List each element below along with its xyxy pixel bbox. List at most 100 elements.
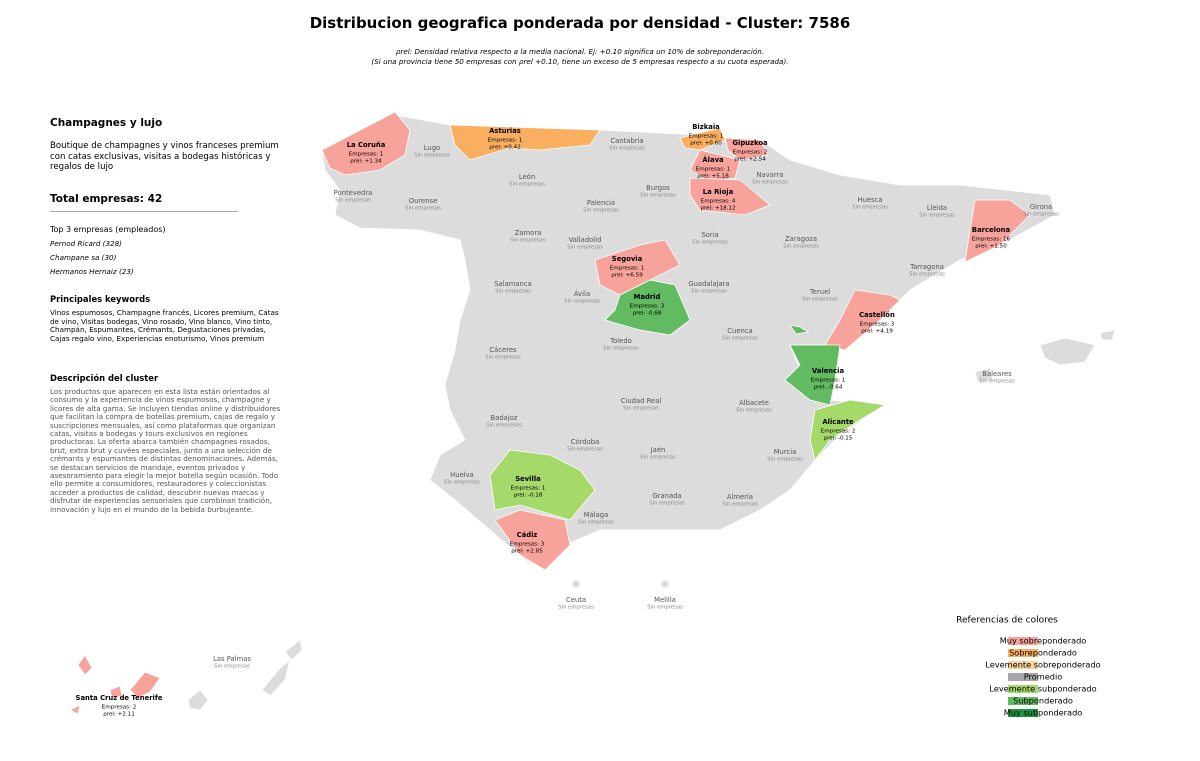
province-name: Burgos [646, 184, 670, 192]
province-name: Palencia [587, 199, 615, 207]
province-shape [724, 137, 769, 161]
province-name: Álava [702, 155, 724, 164]
province-rho: ρrel: -0.64 [814, 385, 843, 391]
province-name: Segovia [612, 255, 643, 263]
province-status: Sin empresas [486, 423, 522, 429]
province-count: Empresas: 16 [972, 237, 1011, 243]
province-rho: ρrel: +2.11 [103, 712, 135, 718]
legend-swatch [1008, 697, 1038, 705]
top-company: Champane sa (30) [50, 253, 117, 262]
province-shape [679, 127, 726, 151]
legend-title: Referencias de colores [956, 616, 1058, 626]
province-count: Empresas: 1 [689, 134, 724, 140]
province-rho: ρrel: +2.85 [511, 549, 543, 555]
province-rho: ρrel: +2.54 [734, 157, 766, 163]
province-name: Girona [1030, 203, 1052, 211]
legend: Referencias de colores Muy sobreponderado… [956, 616, 1100, 718]
province-status: Sin empresas [609, 146, 645, 152]
province-count: Empresas: 1 [811, 378, 846, 384]
province-status: Sin empresas [567, 245, 603, 251]
province-shapes [69, 111, 1031, 715]
province-shape [489, 449, 596, 521]
province-rho: ρrel: +4.19 [861, 329, 893, 335]
province-name: Zamora [515, 229, 542, 237]
legend-label: Sobreponderado [1009, 648, 1077, 658]
province-name: Alicante [822, 418, 854, 426]
province-shape [129, 671, 161, 699]
province-rho: ρrel: +0.60 [690, 141, 722, 147]
province-name: Lleida [927, 204, 947, 212]
province-shape [689, 177, 771, 216]
province-status: Sin empresas [583, 208, 619, 214]
province-count: Empresas: 3 [860, 322, 895, 328]
province-name: Cuenca [727, 327, 752, 335]
province-name: Ávila [574, 289, 590, 298]
province-shape [809, 399, 887, 461]
province-status: Sin empresas [752, 180, 788, 186]
province-status: Sin empresas [767, 457, 803, 463]
province-name: Soria [701, 231, 718, 239]
cluster-description: Los productos que aparecen en esta lista… [50, 387, 281, 514]
province-status: Sin empresas [783, 244, 819, 250]
province-status: Sin empresas [509, 182, 545, 188]
legend-label: Subponderado [1013, 696, 1073, 706]
province-rho: ρrel: +6.59 [611, 273, 643, 279]
province-rho: ρrel: +18.12 [700, 206, 735, 212]
province-name: Bizkaia [692, 123, 720, 131]
province-status: Sin empresas [919, 213, 955, 219]
province-name: Zaragoza [785, 235, 817, 243]
divider [50, 210, 238, 212]
province-name: Albacete [739, 399, 769, 407]
legend-swatch [1008, 637, 1038, 645]
province-name: Almería [727, 493, 753, 501]
island [1099, 329, 1116, 341]
province-status: Sin empresas [802, 297, 838, 303]
province-name: Sevilla [515, 475, 541, 483]
province-count: Empresas: 1 [696, 167, 731, 173]
province-count: Empresas: 2 [821, 429, 856, 435]
mainland [321, 114, 1056, 571]
province-name: Cantabria [610, 137, 643, 145]
province-shape [109, 685, 123, 699]
province-status: Sin empresas [979, 379, 1015, 385]
province-name: Las Palmas [213, 655, 251, 663]
province-name: Melilla [654, 596, 676, 604]
province-shape [784, 344, 841, 406]
province-count: Empresas: 3 [510, 542, 545, 548]
province-status: Sin empresas [691, 289, 727, 295]
province-status: Sin empresas [567, 447, 603, 453]
province-name: Barcelona [972, 226, 1011, 234]
province-name: Granada [652, 492, 681, 500]
top-company: Pernod Ricard (328) [50, 239, 122, 248]
province-count: Empresas: 4 [701, 199, 736, 205]
province-rho: ρrel: -0.68 [633, 311, 662, 317]
province-name: Baleares [982, 370, 1012, 378]
province-name: Salamanca [494, 280, 532, 288]
island [284, 639, 303, 661]
province-name: Valladolid [569, 236, 602, 244]
province-name: Jaén [650, 446, 666, 454]
legend-swatch [1008, 661, 1038, 669]
province-status: Sin empresas [722, 336, 758, 342]
province-status: Sin empresas [909, 272, 945, 278]
province-status: Sin empresas [640, 455, 676, 461]
province-count: Empresas: 3 [630, 304, 665, 310]
keywords-heading: Principales keywords [50, 294, 151, 304]
province-shape [321, 111, 411, 176]
province-status: Sin empresas [444, 480, 480, 486]
province-status: Sin empresas [405, 206, 441, 212]
province-name: Madrid [634, 293, 661, 301]
province-status: Sin empresas [335, 198, 371, 204]
province-name: Huesca [857, 196, 882, 204]
province-shape [494, 509, 571, 571]
province-name: Córdoba [571, 438, 600, 446]
province-rho: ρrel: +0.42 [489, 145, 521, 151]
province-status: Sin empresas [510, 238, 546, 244]
top-heading: Top 3 empresas (empleados) [50, 224, 166, 234]
island [1039, 337, 1096, 366]
province-rho: ρrel: +1.34 [350, 159, 382, 165]
province-status: Sin empresas [214, 664, 250, 670]
province-name: Castellón [859, 311, 895, 319]
legend-swatch [1008, 709, 1038, 717]
